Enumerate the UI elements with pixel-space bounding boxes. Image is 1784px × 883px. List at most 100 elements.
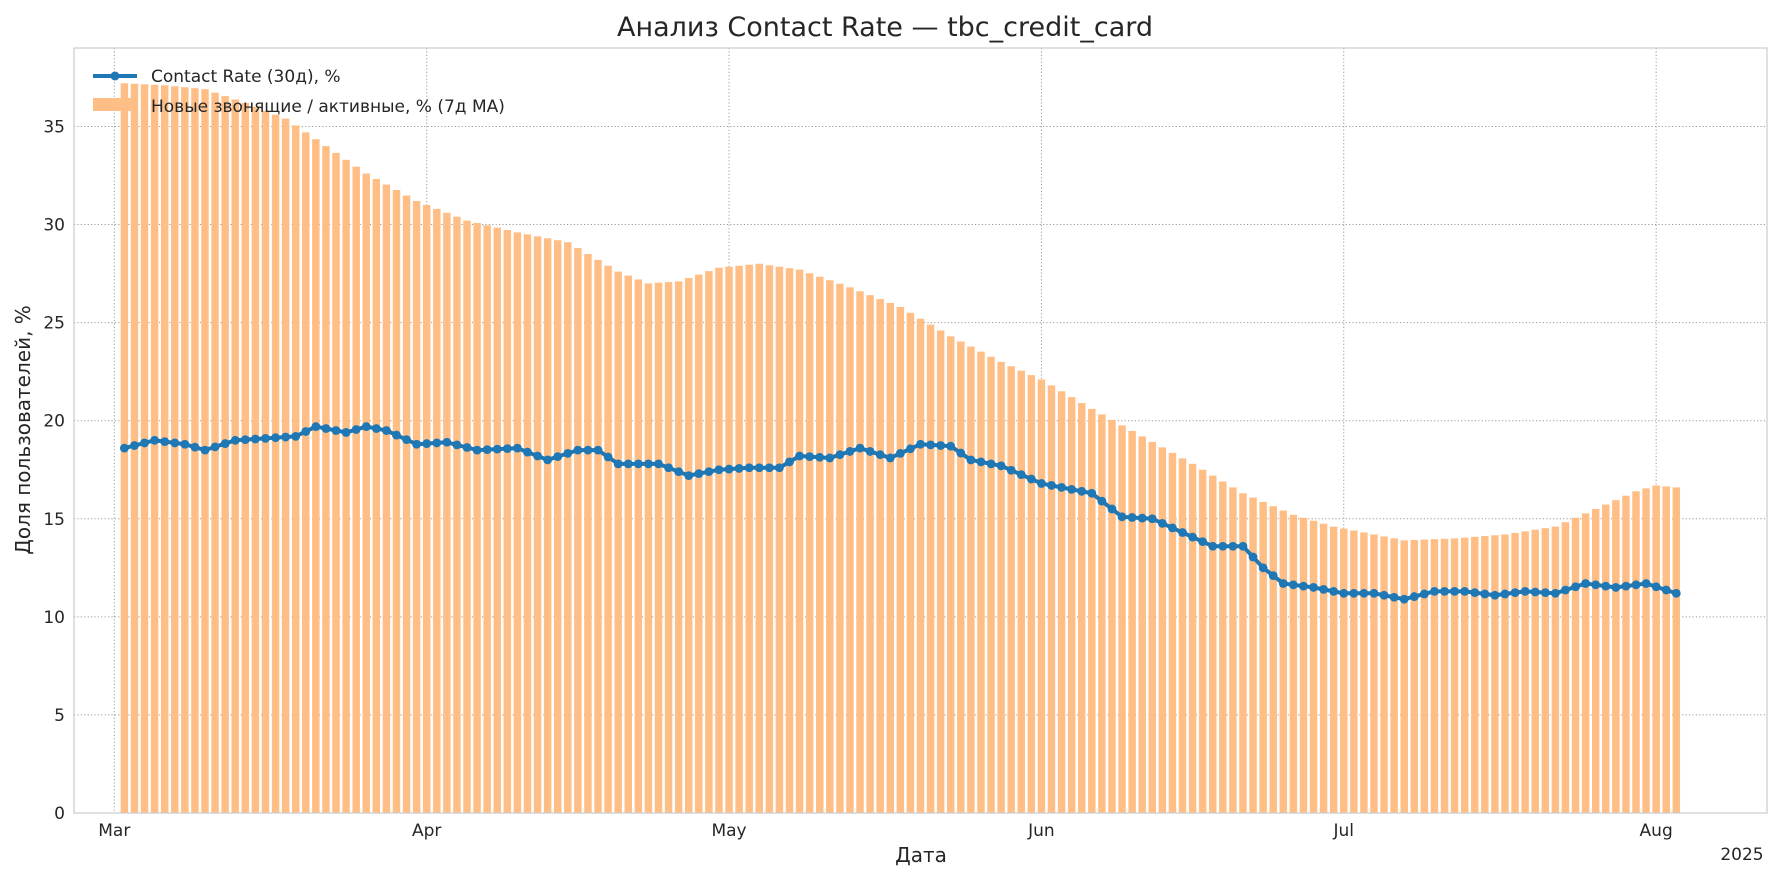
bar-2025-04-29 [705, 271, 713, 814]
line-point-2025-04-29 [704, 467, 714, 477]
y-tick-label: 20 [43, 412, 65, 432]
x-tick-label: Apr [412, 821, 441, 841]
bar-2025-06-18 [1209, 475, 1217, 813]
line-series [119, 422, 1681, 604]
y-tick-label: 35 [43, 117, 65, 137]
bar-2025-04-01 [422, 204, 431, 814]
bar-2025-05-24 [957, 341, 965, 813]
bar-2025-07-14 [1471, 536, 1479, 813]
line-point-2025-06-24 [1268, 571, 1278, 581]
bar-2025-04-24 [654, 282, 663, 814]
line-point-2025-03-04 [140, 438, 149, 448]
bar-2025-05-09 [805, 273, 814, 813]
line-point-2025-03-16 [261, 433, 270, 443]
bar-2025-03-12 [221, 96, 229, 813]
line-point-2025-06-16 [1188, 532, 1197, 542]
bar-2025-04-28 [695, 274, 703, 813]
bar-2025-07-04 [1370, 534, 1378, 813]
bar-2025-05-23 [947, 336, 955, 813]
bar-2025-04-19 [604, 265, 612, 814]
bar-2025-06-01 [1037, 379, 1046, 813]
legend-line-marker [110, 71, 120, 81]
bar-2025-03-19 [291, 125, 300, 814]
line-point-2025-07-04 [1369, 588, 1379, 598]
line-point-2025-07-30 [1631, 580, 1641, 590]
bar-2025-03-07 [171, 86, 179, 813]
bar-2025-04-16 [574, 248, 582, 813]
bar-2025-06-20 [1229, 487, 1237, 813]
line-point-2025-04-28 [694, 469, 704, 479]
line-point-2025-05-05 [764, 463, 774, 473]
bar-2025-04-30 [715, 267, 723, 813]
bar-2025-06-29 [1319, 523, 1328, 813]
line-point-2025-03-22 [321, 424, 331, 433]
bar-2025-03-06 [160, 85, 169, 813]
line-point-2025-07-01 [1339, 588, 1349, 598]
bar-2025-05-16 [876, 299, 884, 814]
line-point-2025-05-19 [906, 444, 915, 454]
bar-2025-04-17 [584, 253, 592, 813]
line-point-2025-03-03 [130, 441, 139, 450]
y-axis-label: Доля пользователей, % [11, 305, 35, 555]
bar-2025-07-19 [1521, 531, 1529, 813]
line-point-2025-07-13 [1460, 586, 1470, 596]
bar-2025-04-07 [483, 225, 491, 813]
bar-2025-03-11 [211, 92, 219, 814]
bar-2025-04-11 [523, 234, 532, 814]
line-point-2025-06-22 [1248, 552, 1258, 562]
bar-2025-05-21 [926, 324, 935, 813]
line-point-2025-07-24 [1571, 582, 1580, 592]
bar-2025-05-31 [1027, 375, 1036, 813]
line-point-2025-04-15 [563, 448, 573, 458]
line-point-2025-04-25 [664, 463, 673, 473]
bar-2025-05-13 [846, 287, 854, 813]
line-point-2025-07-09 [1419, 589, 1429, 599]
bar-2025-06-17 [1198, 469, 1207, 813]
line-point-2025-03-10 [200, 445, 210, 455]
bar-2025-05-01 [725, 266, 733, 814]
line-point-2025-03-17 [271, 433, 280, 443]
line-point-2025-04-19 [603, 452, 613, 462]
line-point-2025-07-03 [1359, 588, 1369, 598]
bar-2025-07-09 [1420, 539, 1429, 813]
x-tick-label: Jul [1332, 821, 1354, 841]
line-point-2025-04-23 [644, 459, 653, 469]
legend-entry-contact-rate: Contact Rate (30д), % [151, 67, 341, 87]
line-point-2025-05-02 [734, 464, 744, 473]
bar-2025-05-07 [785, 268, 794, 813]
bar-2025-06-19 [1219, 481, 1227, 813]
line-point-2025-07-05 [1379, 590, 1389, 600]
bar-2025-07-10 [1430, 539, 1439, 813]
y-tick-label: 15 [43, 510, 65, 530]
line-point-2025-06-09 [1117, 512, 1127, 522]
line-point-2025-04-12 [533, 451, 542, 461]
line-point-2025-03-13 [230, 435, 240, 445]
line-point-2025-06-19 [1218, 541, 1228, 551]
line-point-2025-04-30 [714, 465, 724, 475]
bar-2025-07-26 [1591, 508, 1600, 813]
line-point-2025-06-21 [1238, 541, 1248, 551]
line-point-2025-06-01 [1037, 479, 1046, 488]
bar-2025-05-03 [745, 264, 753, 813]
bar-2025-07-07 [1400, 540, 1408, 813]
line-point-2025-05-21 [926, 440, 935, 450]
line-point-2025-04-02 [432, 438, 442, 448]
line-point-2025-04-17 [583, 445, 593, 455]
bar-2025-08-03 [1672, 487, 1681, 813]
line-point-2025-03-24 [341, 428, 351, 437]
line-point-2025-07-23 [1561, 585, 1570, 595]
line-point-2025-05-03 [744, 463, 754, 473]
line-point-2025-05-18 [895, 448, 905, 458]
line-point-2025-08-01 [1651, 582, 1661, 592]
line-point-2025-06-30 [1329, 586, 1339, 596]
bar-2025-07-27 [1602, 504, 1610, 813]
bar-2025-05-28 [997, 361, 1005, 813]
line-point-2025-04-21 [623, 459, 633, 469]
line-point-2025-06-11 [1137, 513, 1147, 523]
line-point-2025-04-14 [553, 452, 563, 462]
bar-2025-07-30 [1632, 491, 1640, 813]
bar-2025-04-13 [543, 238, 552, 813]
line-point-2025-06-15 [1178, 528, 1187, 537]
line-point-2025-06-08 [1107, 504, 1117, 514]
bar-2025-07-18 [1511, 532, 1519, 813]
